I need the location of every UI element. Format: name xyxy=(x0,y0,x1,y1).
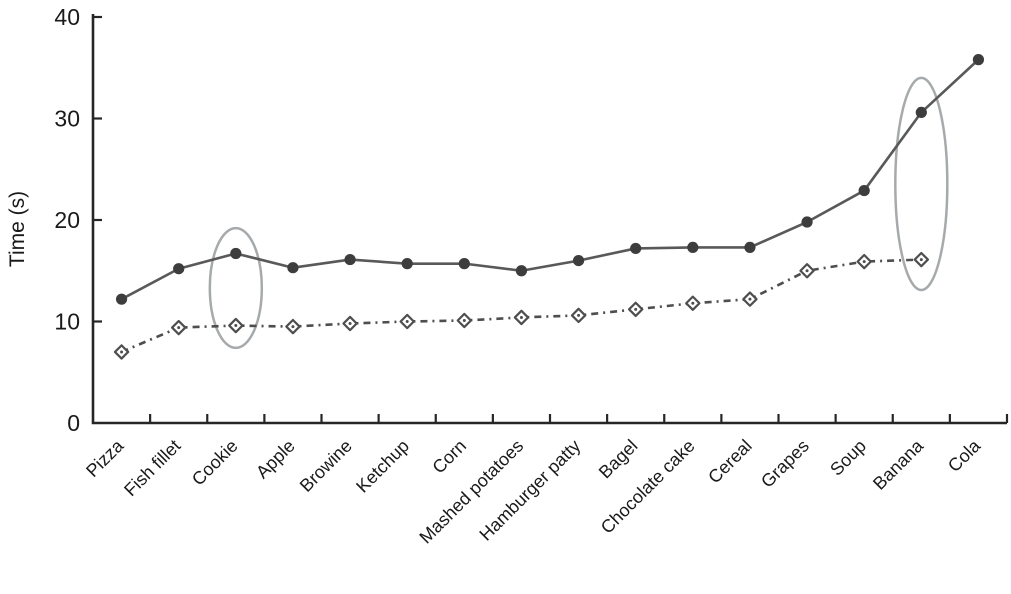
y-tick-label: 0 xyxy=(67,410,80,436)
filled-circle-marker xyxy=(972,54,985,66)
diamond-center-dot xyxy=(291,325,295,329)
diamond-center-dot xyxy=(634,307,638,311)
filled-circle-marker xyxy=(630,242,642,255)
y-tick-label: 20 xyxy=(54,207,80,233)
diamond-center-dot xyxy=(805,269,809,273)
filled-circle-marker xyxy=(287,262,299,274)
diamond-center-dot xyxy=(748,297,752,301)
x-category-label: Cola xyxy=(944,435,985,476)
filled-circle-marker xyxy=(858,184,870,197)
diamond-center-dot xyxy=(177,326,181,330)
filled-circle-marker xyxy=(915,106,927,119)
diamond-center-dot xyxy=(577,313,581,317)
x-category-label: Fish fillet xyxy=(120,436,184,500)
filled-circle-marker xyxy=(344,253,356,266)
x-category-label: Apple xyxy=(252,436,299,483)
y-axis-title: Time (s) xyxy=(6,191,29,267)
highlight-ellipse-cookie xyxy=(208,226,264,350)
diamond-center-dot xyxy=(691,301,695,305)
diamond-center-dot xyxy=(462,318,466,322)
x-category-label: Corn xyxy=(428,436,470,478)
diamond-center-dot xyxy=(120,350,124,354)
x-category-label: Pizza xyxy=(82,435,128,481)
annotation-layer xyxy=(208,76,949,350)
x-category-label: Bagel xyxy=(595,436,642,483)
filled-circle-marker xyxy=(230,247,242,260)
series-layer xyxy=(113,54,985,360)
axis-lines xyxy=(91,14,1007,425)
y-tick-label: 30 xyxy=(54,106,80,132)
filled-circle-marker xyxy=(458,258,470,270)
filled-circle-marker xyxy=(687,241,699,254)
filled-circle-marker xyxy=(744,241,756,254)
x-category-label: Banana xyxy=(869,435,928,494)
diamond-center-dot xyxy=(405,320,409,323)
x-category-label: Cookie xyxy=(188,436,242,490)
y-tick-label: 40 xyxy=(54,4,80,30)
diamond-center-dot xyxy=(519,315,523,319)
diamond-center-dot xyxy=(919,258,923,262)
x-category-label: Cereal xyxy=(704,436,756,488)
diamond-center-dot xyxy=(348,322,352,326)
y-tick-label: 10 xyxy=(54,309,80,335)
diamond-center-dot xyxy=(234,324,238,328)
x-category-label: Grapes xyxy=(757,436,813,492)
diamond-center-dot xyxy=(862,260,866,264)
filled-circle-marker xyxy=(401,258,413,270)
filled-circle-marker xyxy=(801,216,813,228)
x-category-label: Ketchup xyxy=(352,436,413,497)
x-category-label: Soup xyxy=(826,436,870,480)
highlight-ellipse-banana xyxy=(894,76,949,292)
x-category-label: Mashed potatoes xyxy=(415,436,527,548)
x-category-label: Hamburger patty xyxy=(475,436,584,545)
solid-filled-circle-series-line xyxy=(120,58,980,301)
filled-circle-marker xyxy=(173,263,185,275)
filled-circle-marker xyxy=(115,293,128,305)
x-category-label: Browine xyxy=(296,436,356,496)
axes-layer xyxy=(91,14,1009,425)
filled-circle-marker xyxy=(572,255,585,267)
filled-circle-marker xyxy=(515,265,528,277)
